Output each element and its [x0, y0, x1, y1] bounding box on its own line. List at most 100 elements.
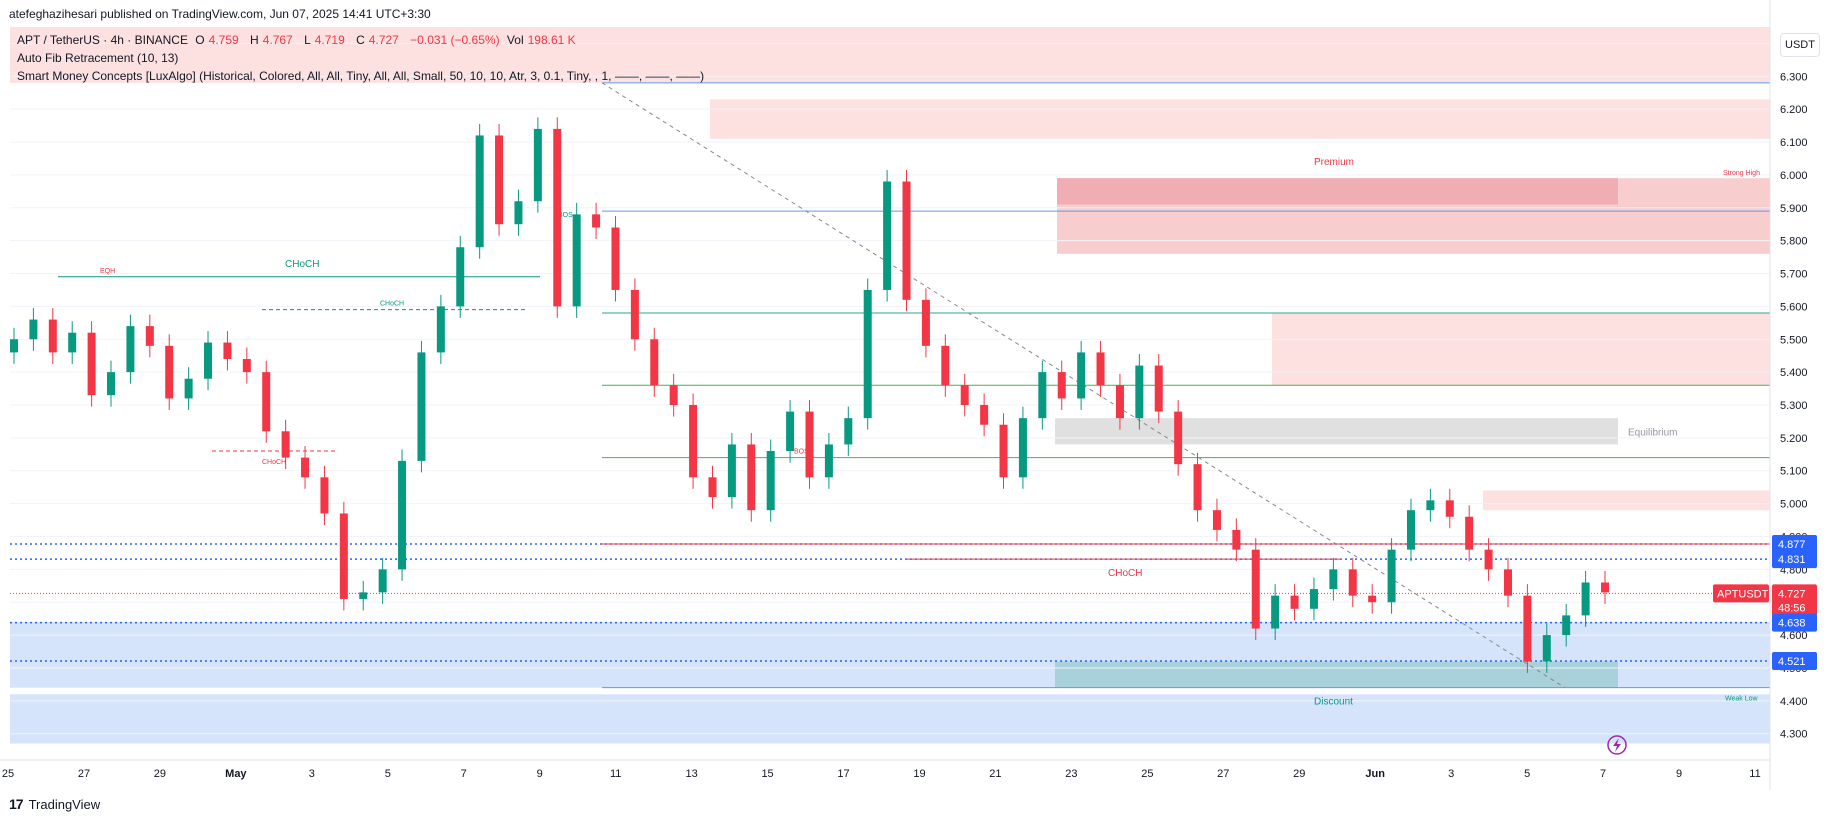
candle-body — [1115, 385, 1124, 419]
ohlc-high-label: H — [250, 33, 259, 47]
candle-body — [708, 477, 717, 498]
candle-body — [1465, 516, 1474, 550]
x-tick-label: 15 — [761, 768, 773, 780]
x-tick-label: 19 — [913, 768, 925, 780]
footer-brand[interactable]: 17 TradingView — [9, 796, 100, 812]
candle-body — [1251, 549, 1260, 629]
candle-body — [1484, 549, 1493, 570]
x-tick-label: 21 — [989, 768, 1001, 780]
candle-body — [184, 378, 193, 399]
candle-body — [223, 342, 232, 359]
legend-change: −0.031 (−0.65%) — [410, 33, 500, 47]
y-tick-label: 6.300 — [1780, 71, 1808, 83]
label-premium: Premium — [1314, 157, 1354, 168]
ohlc-open-value: 4.759 — [208, 33, 239, 47]
candle-body — [514, 201, 523, 225]
candle-body — [553, 128, 562, 307]
x-tick-label: 11 — [610, 768, 621, 780]
candle-body — [1387, 549, 1396, 603]
candle-body — [398, 460, 407, 570]
candle-body — [1348, 569, 1357, 596]
y-tick-label: 5.800 — [1780, 236, 1808, 248]
x-tick-label: 25 — [2, 768, 14, 780]
label-bos-red: BOS — [794, 449, 809, 456]
candle-body — [68, 332, 77, 353]
legend-ohlc-open: O 4.759 — [195, 33, 242, 47]
candle-body — [980, 405, 989, 425]
candle-body — [1193, 464, 1202, 511]
x-tick-label: 5 — [1524, 768, 1530, 780]
y-tick-label: 5.100 — [1780, 466, 1808, 478]
candle-body — [1212, 510, 1221, 530]
y-tick-label: 6.000 — [1780, 170, 1808, 182]
legend-ohlc-close: C 4.727 — [356, 33, 403, 47]
ohlc-high-value: 4.767 — [262, 33, 293, 47]
candle-body — [1523, 595, 1532, 662]
y-tick-label: 5.500 — [1780, 334, 1808, 346]
candle-body — [1309, 589, 1318, 609]
candle-body — [204, 342, 213, 379]
candle-body — [1368, 595, 1377, 603]
label-choch-red: CHoCH — [262, 459, 286, 466]
y-tick-label: 5.400 — [1780, 367, 1808, 379]
y-tick-label: 4.400 — [1780, 696, 1808, 708]
candle-body — [1135, 365, 1144, 419]
candle-body — [145, 326, 154, 346]
candle-body — [630, 289, 639, 340]
y-tick-label: 4.300 — [1780, 729, 1808, 741]
candle-body — [863, 289, 872, 419]
candle-body — [1445, 500, 1454, 517]
candle-body — [611, 227, 620, 290]
candle-body — [165, 345, 174, 399]
label-discount: Discount — [1314, 697, 1353, 708]
candle-body — [456, 247, 465, 307]
x-tick-label: 3 — [309, 768, 315, 780]
candle-body — [281, 431, 290, 458]
price-tag-countdown: 48:56 — [1778, 602, 1806, 614]
candle-body — [1271, 595, 1280, 629]
candle-body — [107, 372, 116, 396]
x-tick-label: 27 — [1217, 768, 1229, 780]
price-tag-bg — [1772, 613, 1817, 632]
x-tick-label: 13 — [685, 768, 697, 780]
candle-body — [941, 345, 950, 386]
candle-body — [592, 214, 601, 228]
candle-body — [650, 339, 659, 386]
legend-indicator-fib[interactable]: Auto Fib Retracement (10, 13) — [17, 51, 179, 65]
ohlc-low-value: 4.719 — [314, 33, 345, 47]
candle-body — [824, 444, 833, 478]
price-tag-bg — [1772, 535, 1817, 554]
candle-body — [1290, 595, 1299, 609]
candle-body — [902, 181, 911, 300]
y-tick-label: 6.100 — [1780, 137, 1808, 149]
label-choch-main: CHoCH — [285, 259, 319, 270]
candle-body — [1406, 510, 1415, 550]
premium-top-zone — [10, 27, 1770, 83]
candle-body — [844, 418, 853, 445]
ohlc-low-label: L — [304, 33, 311, 47]
currency-button[interactable]: USDT — [1780, 33, 1820, 57]
candle-body — [320, 477, 329, 514]
candle-body — [1562, 615, 1571, 636]
y-tick-label: 5.700 — [1780, 269, 1808, 281]
y-tick-label: 4.600 — [1780, 630, 1808, 642]
ohlc-close-value: 4.727 — [368, 33, 399, 47]
candle-body — [1542, 635, 1551, 662]
ohlc-open-label: O — [195, 33, 205, 47]
candle-body — [747, 444, 756, 511]
legend-ohlc-low: L 4.719 — [304, 33, 349, 47]
candle-body — [1581, 582, 1590, 616]
volume-label: Vol — [506, 33, 524, 47]
x-tick-label: 7 — [1600, 768, 1606, 780]
label-choch-green: CHoCH — [380, 301, 404, 308]
x-tick-label: 9 — [1676, 768, 1682, 780]
candle-body — [87, 332, 96, 396]
candle-body — [339, 513, 348, 599]
candle-body — [727, 444, 736, 498]
price-tag-symbol-bg — [1713, 584, 1769, 603]
candle-body — [48, 319, 57, 353]
x-tick-label: Jun — [1365, 768, 1385, 780]
candle-body — [10, 339, 18, 353]
legend-indicator-smc[interactable]: Smart Money Concepts [LuxAlgo] (Historic… — [17, 69, 705, 83]
